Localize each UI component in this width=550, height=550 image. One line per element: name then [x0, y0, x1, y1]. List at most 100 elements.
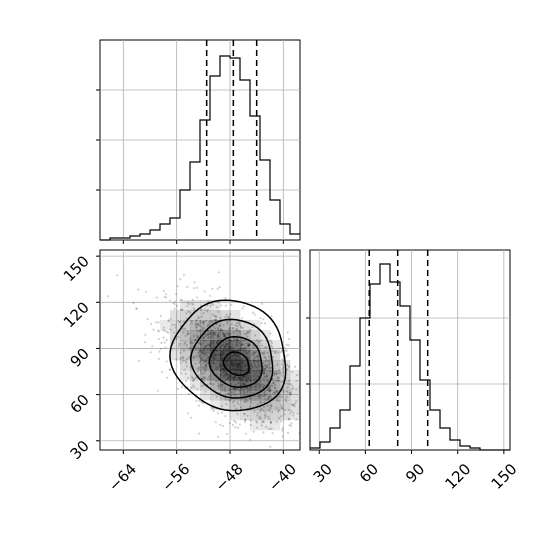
scatter-point	[264, 367, 267, 371]
scatter-point	[214, 331, 217, 334]
scatter-point	[245, 394, 248, 397]
scatter-point	[262, 409, 265, 412]
scatter-point	[192, 303, 195, 306]
scatter-point	[254, 334, 257, 337]
scatter-point	[263, 322, 266, 325]
scatter-point	[291, 384, 294, 387]
scatter-point	[215, 315, 218, 318]
scatter-point	[242, 347, 245, 350]
density-cell	[160, 320, 171, 331]
scatter-point	[221, 329, 224, 332]
scatter-point	[282, 371, 285, 374]
scatter-point	[273, 373, 276, 376]
scatter-point	[257, 417, 260, 420]
scatter-point	[276, 376, 279, 379]
scatter-point	[192, 384, 195, 387]
scatter-point	[268, 390, 271, 393]
scatter-point	[252, 430, 255, 433]
scatter-point	[167, 331, 170, 334]
y-tick-label: 150	[60, 252, 93, 285]
scatter-point	[173, 303, 176, 306]
scatter-point	[116, 274, 119, 277]
density-cell	[230, 400, 241, 411]
scatter-point	[262, 365, 265, 368]
scatter-point	[206, 378, 210, 381]
scatter-point	[289, 382, 292, 385]
scatter-point	[208, 382, 211, 385]
density-cell	[250, 400, 261, 411]
scatter-point	[224, 390, 227, 393]
scatter-point	[217, 384, 220, 387]
scatter-point	[160, 370, 164, 374]
scatter-point	[285, 349, 288, 352]
scatter-point	[174, 300, 177, 303]
scatter-point	[212, 325, 215, 328]
scatter-point	[262, 352, 265, 356]
scatter-point	[222, 324, 225, 327]
scatter-point	[293, 402, 297, 405]
scatter-point	[242, 393, 245, 396]
scatter-point	[291, 370, 294, 373]
scatter-point	[198, 324, 201, 328]
scatter-point	[183, 368, 186, 371]
scatter-point	[200, 378, 203, 381]
scatter-point	[249, 419, 252, 422]
density-cell	[200, 310, 211, 321]
scatter-point	[273, 381, 276, 384]
scatter-point	[243, 346, 246, 349]
scatter-point	[135, 307, 138, 310]
scatter-point	[211, 320, 214, 323]
scatter-point	[259, 394, 262, 397]
scatter-point	[187, 310, 190, 313]
scatter-point	[207, 356, 210, 359]
scatter-point	[195, 322, 198, 325]
scatter-point	[202, 347, 205, 350]
scatter-point	[227, 393, 230, 396]
scatter-point	[182, 273, 185, 276]
scatter-point	[263, 413, 266, 416]
scatter-point	[233, 400, 236, 403]
density-cell	[210, 350, 221, 361]
scatter-point	[270, 342, 273, 345]
scatter-point	[223, 386, 226, 389]
scatter-point	[182, 327, 185, 330]
scatter-point	[271, 378, 274, 381]
scatter-point	[225, 398, 228, 401]
scatter-point	[212, 303, 215, 306]
scatter-point	[263, 384, 266, 387]
scatter-point	[233, 404, 236, 407]
scatter-point	[205, 333, 209, 336]
scatter-point	[218, 384, 221, 387]
scatter-point	[221, 332, 225, 336]
scatter-point	[288, 424, 291, 427]
density-cell	[250, 380, 261, 391]
density-cell	[180, 330, 191, 341]
scatter-point	[263, 393, 266, 396]
scatter-point	[190, 320, 193, 323]
scatter-point	[157, 330, 160, 333]
scatter-point	[256, 338, 259, 342]
scatter-point	[183, 343, 186, 346]
density-cell	[210, 380, 221, 391]
scatter-point	[212, 383, 215, 386]
scatter-point	[189, 337, 192, 340]
scatter-point	[284, 349, 287, 352]
scatter-point	[176, 304, 179, 307]
scatter-point	[188, 355, 191, 358]
density-cell	[230, 390, 241, 401]
scatter-point	[243, 412, 246, 415]
scatter-point	[198, 329, 202, 332]
scatter-point	[271, 349, 274, 352]
density-cell	[240, 370, 251, 381]
scatter-point	[227, 332, 230, 335]
scatter-point	[287, 338, 291, 341]
scatter-point	[216, 306, 219, 309]
scatter-point	[157, 357, 160, 361]
scatter-point	[259, 383, 262, 386]
scatter-point	[195, 326, 198, 329]
scatter-point	[251, 326, 254, 329]
scatter-point	[234, 393, 237, 396]
density-cell	[190, 360, 201, 371]
density-cell	[180, 340, 191, 351]
scatter-point	[262, 385, 265, 388]
